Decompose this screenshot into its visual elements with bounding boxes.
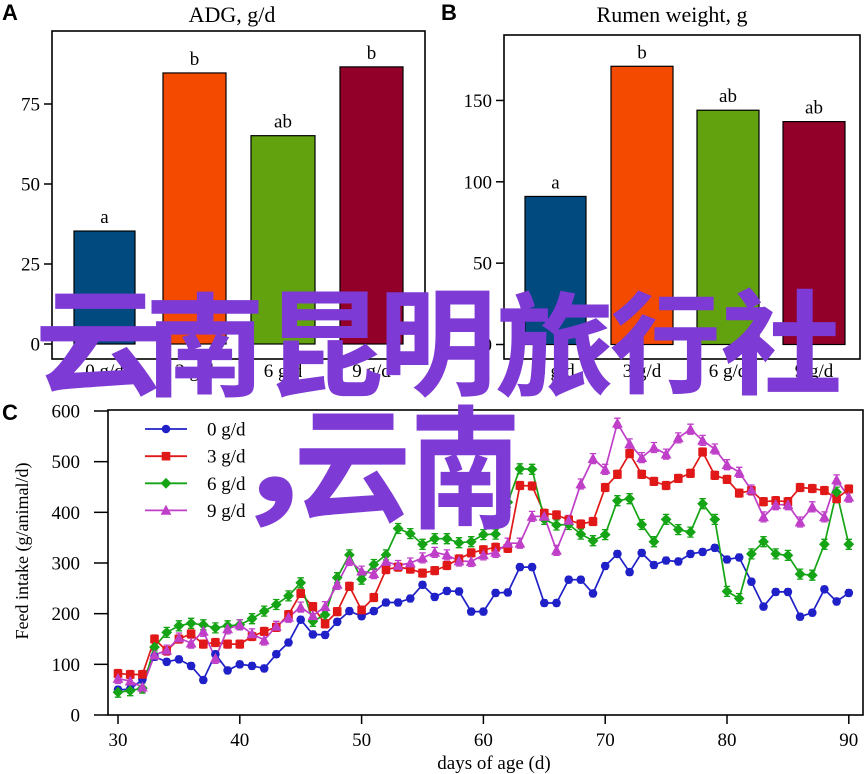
svg-text:ADG, g/d: ADG, g/d: [189, 2, 276, 27]
svg-text:b: b: [637, 42, 647, 63]
svg-text:3 g/d: 3 g/d: [207, 447, 246, 468]
svg-text:200: 200: [52, 604, 81, 625]
svg-text:40: 40: [230, 730, 249, 751]
svg-text:100: 100: [52, 655, 81, 676]
svg-text:Feed intake (g/animal/d): Feed intake (g/animal/d): [12, 463, 33, 640]
svg-text:6 g/d: 6 g/d: [207, 474, 246, 495]
svg-text:50: 50: [473, 254, 492, 275]
svg-text:0: 0: [31, 335, 41, 356]
svg-text:25: 25: [21, 255, 40, 276]
svg-text:70: 70: [596, 730, 615, 751]
svg-text:150: 150: [464, 91, 493, 112]
svg-text:ab: ab: [805, 98, 823, 119]
svg-text:400: 400: [52, 503, 81, 524]
svg-text:a: a: [551, 172, 560, 193]
svg-text:80: 80: [718, 730, 737, 751]
svg-text:ab: ab: [274, 112, 292, 133]
svg-text:0 g/d: 0 g/d: [207, 420, 246, 441]
svg-text:50: 50: [352, 730, 371, 751]
svg-text:b: b: [190, 49, 200, 70]
svg-text:6 g/d: 6 g/d: [709, 361, 748, 382]
svg-text:days of age (d): days of age (d): [437, 753, 550, 774]
svg-text:300: 300: [52, 553, 81, 574]
svg-text:90: 90: [839, 730, 858, 751]
svg-text:60: 60: [474, 730, 493, 751]
svg-text:9 g/d: 9 g/d: [207, 501, 246, 522]
svg-text:30: 30: [109, 730, 128, 751]
svg-text:B: B: [441, 0, 457, 25]
svg-text:600: 600: [52, 401, 81, 422]
svg-text:500: 500: [52, 452, 81, 473]
svg-text:ab: ab: [719, 86, 737, 107]
svg-text:A: A: [2, 0, 18, 25]
svg-text:0: 0: [71, 706, 81, 727]
svg-text:b: b: [367, 43, 377, 64]
svg-text:a: a: [100, 207, 109, 228]
svg-text:75: 75: [21, 95, 40, 116]
svg-text:50: 50: [21, 175, 40, 196]
svg-text:100: 100: [464, 172, 493, 193]
svg-text:Rumen weight, g: Rumen weight, g: [597, 2, 748, 27]
svg-text:C: C: [2, 400, 18, 425]
